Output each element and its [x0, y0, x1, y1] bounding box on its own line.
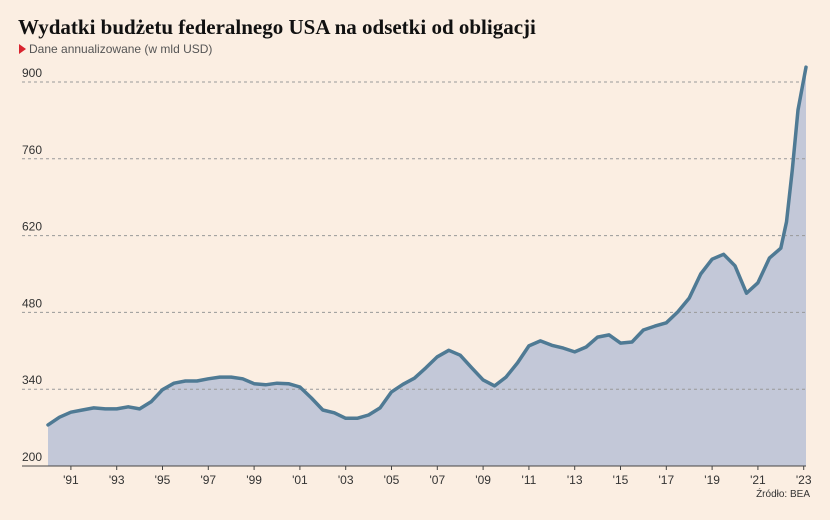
x-tick-label: '17 — [658, 473, 674, 487]
x-tick-label: '01 — [292, 473, 308, 487]
x-tick-label: '03 — [338, 473, 354, 487]
chart-title: Wydatki budżetu federalnego USA na odset… — [18, 15, 536, 39]
x-tick-label: '95 — [155, 473, 171, 487]
x-tick-label: '19 — [704, 473, 720, 487]
x-tick-label: '15 — [613, 473, 629, 487]
line — [46, 65, 808, 427]
source: Źródło: BEA — [756, 487, 810, 500]
y-tick-label: 340 — [22, 373, 42, 387]
x-tick-label: '21 — [750, 473, 766, 487]
x-tick-label: '23 — [796, 473, 812, 487]
x-tick-label: '13 — [567, 473, 583, 487]
x-tick-label: '97 — [200, 473, 216, 487]
y-tick-label: 480 — [22, 296, 42, 310]
x-tick-label: '09 — [475, 473, 491, 487]
x-tick-label: '05 — [384, 473, 400, 487]
x-tick-label: '11 — [522, 473, 537, 487]
x-tick-label: '91 — [63, 473, 79, 487]
x-tick-label: '99 — [246, 473, 262, 487]
y-tick-label: 900 — [22, 66, 42, 80]
y-tick-label: 620 — [22, 220, 42, 234]
subtitle-marker — [19, 44, 26, 54]
area-fill — [48, 67, 806, 466]
x-tick-label: '07 — [429, 473, 445, 487]
chart-subtitle: Dane annualizowane (w mld USD) — [29, 42, 212, 56]
y-tick-label: 760 — [22, 143, 42, 157]
x-tick-label: '93 — [109, 473, 125, 487]
y-tick-label: 200 — [22, 450, 42, 464]
